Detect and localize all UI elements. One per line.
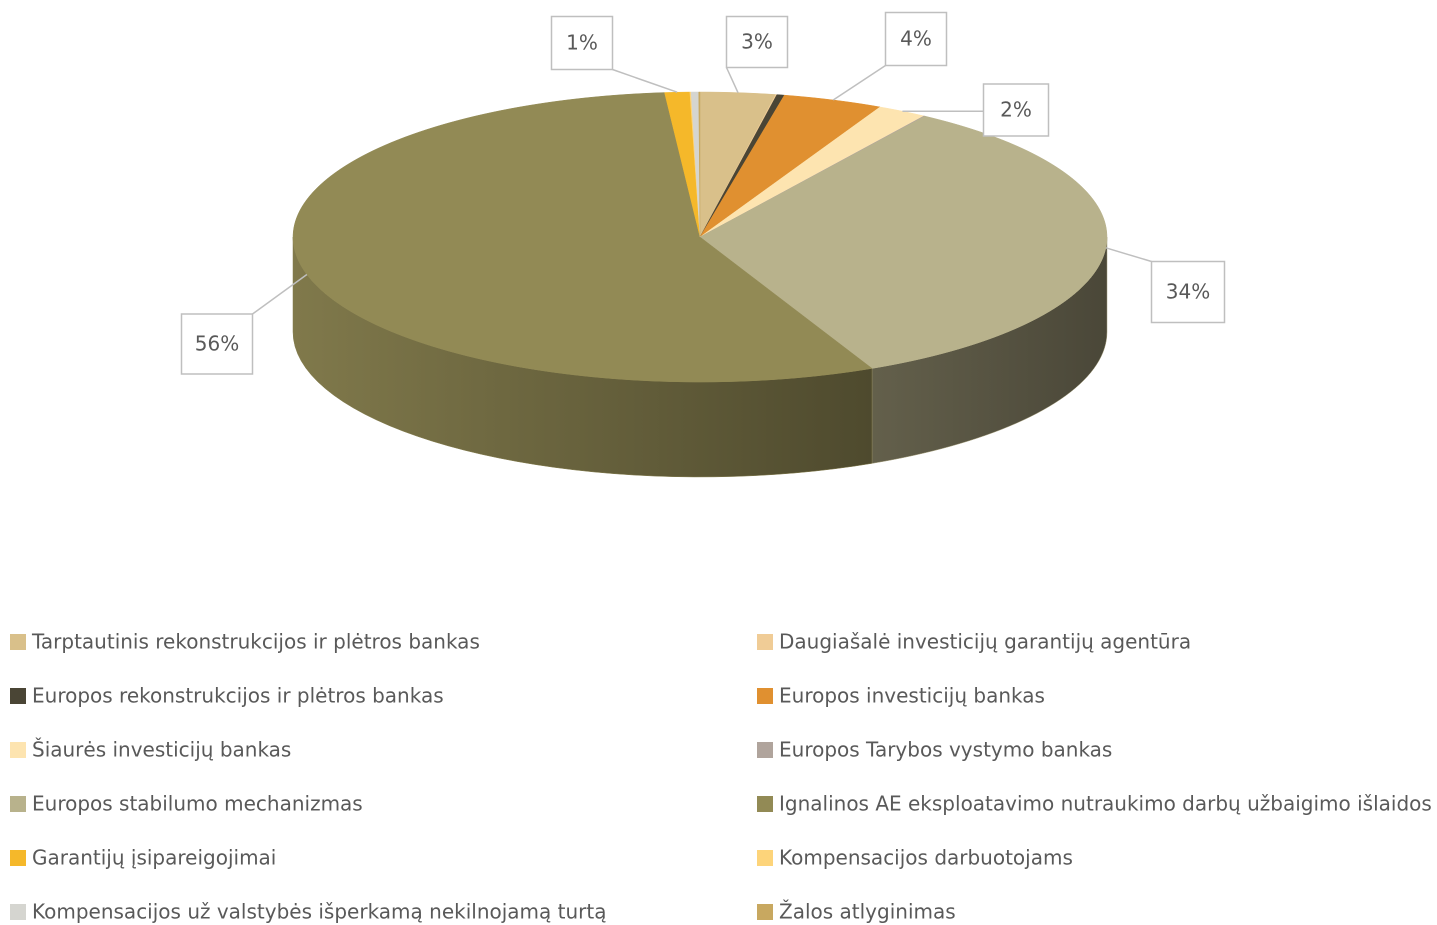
data-label: 34% [1166,280,1210,304]
legend-label: Ignalinos AE eksploatavimo nutraukimo da… [779,792,1432,816]
legend-swatch [10,796,26,812]
data-label-box [982,83,1050,137]
legend-label: Europos investicijų bankas [779,684,1045,708]
leader-line [832,64,886,101]
legend-label: Europos Tarybos vystymo bankas [779,738,1112,762]
legend-swatch [757,742,773,758]
leader-line [1105,247,1152,263]
legend-swatch [757,796,773,812]
legend-label: Kompensacijos už valstybės išperkamą nek… [32,900,606,924]
legend-label: Europos rekonstrukcijos ir plėtros banka… [32,684,444,708]
data-label: 3% [741,30,773,54]
legend-label: Europos stabilumo mechanizmas [32,792,363,816]
data-label-box [725,15,789,69]
legend-label: Žalos atlyginimas [779,900,956,924]
pie-slice [699,115,1108,369]
data-label-box [1150,260,1226,324]
leader-line [252,273,308,315]
legend-swatch [757,688,773,704]
data-label: 4% [900,27,932,51]
leader-line [612,68,678,93]
legend-label: Daugiašalė investicijų garantijų agentūr… [779,630,1191,654]
legend-swatch [10,634,26,650]
data-label-box [180,313,254,375]
data-label-box [550,15,614,71]
legend-swatch [757,904,773,920]
legend-swatch [10,904,26,920]
legend-swatch [10,850,26,866]
pie-slice [698,91,701,238]
legend-swatch [10,742,26,758]
legend-label: Šiaurės investicijų bankas [32,738,291,762]
data-label-box [884,11,948,67]
legend-label: Kompensacijos darbuotojams [779,846,1073,870]
data-label: 56% [195,332,239,356]
legend-swatch [757,850,773,866]
legend-label: Tarptautinis rekonstrukcijos ir plėtros … [31,630,480,654]
legend-swatch [10,688,26,704]
pie-slice [699,106,925,238]
legend-label: Garantijų įsipareigojimai [32,846,276,870]
legend-swatch [757,634,773,650]
leader-line [725,67,739,93]
data-label: 2% [1000,98,1032,122]
data-label: 1% [566,31,598,55]
